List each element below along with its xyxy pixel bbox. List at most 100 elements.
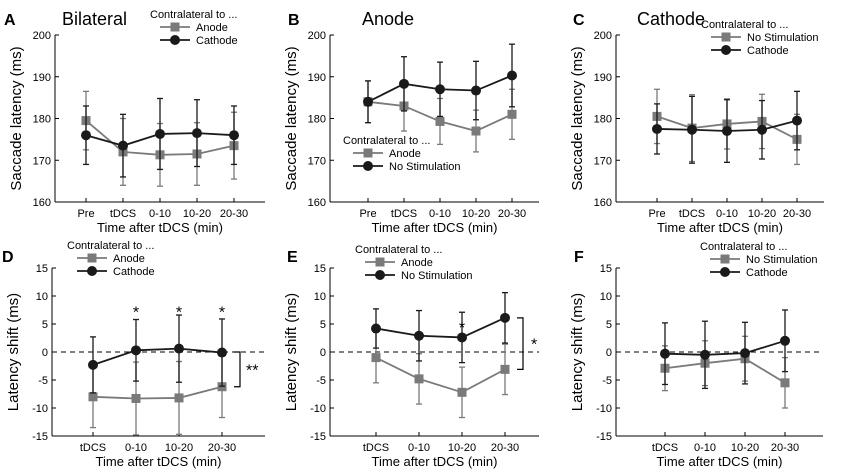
legend-label: Anode	[196, 22, 228, 34]
legend-title: Contralateral to ...	[67, 240, 154, 252]
y-tick-label: 5	[42, 319, 48, 331]
x-tick-label: 10-20	[462, 208, 490, 220]
data-point	[435, 116, 445, 126]
y-tick-label: 180	[33, 114, 51, 126]
series-anode	[371, 331, 510, 419]
data-point	[471, 85, 481, 96]
y-tick-label: -10	[32, 403, 48, 415]
data-point	[457, 387, 467, 397]
data-point	[700, 349, 710, 360]
panel-letter: E	[287, 249, 298, 266]
x-axis-label: Time after tDCS (min)	[657, 220, 783, 235]
legend-label: Anode	[113, 253, 145, 265]
legend-label: No Stimulation	[747, 32, 819, 44]
data-point	[174, 343, 184, 354]
legend-label: Anode	[389, 148, 421, 160]
y-tick-label: 190	[33, 72, 51, 84]
data-point	[81, 130, 91, 141]
panel-letter: B	[288, 12, 300, 29]
x-tick-label: 20-30	[771, 442, 799, 454]
legend-marker	[363, 161, 373, 171]
series-anode	[88, 355, 227, 436]
x-tick-label: tDCS	[391, 208, 417, 220]
legend-marker	[720, 267, 730, 277]
panel-c: C Cathode 160 170 180 190 200 Pre tDCS 0-10 10-20 2…	[569, 9, 824, 235]
y-axis-label: Latency shift (ms)	[569, 293, 586, 411]
x-tick-label: 0-10	[429, 208, 451, 220]
legend-label: Cathode	[746, 267, 788, 279]
series-no-stimulation	[363, 43, 517, 124]
x-tick-label: tDCS	[363, 442, 389, 454]
x-axis-label: Time after tDCS (min)	[372, 220, 498, 235]
data-point	[792, 115, 802, 126]
x-axis-label: Time after tDCS (min)	[96, 454, 222, 469]
y-tick-label: 180	[308, 114, 326, 126]
panel-letter: F	[574, 249, 584, 266]
legend: Contralateral to ...No StimulationCathod…	[700, 241, 818, 279]
y-tick-label: 180	[594, 114, 612, 126]
legend-label: No Stimulation	[389, 161, 461, 173]
x-tick-label: tDCS	[652, 442, 678, 454]
data-point	[371, 353, 381, 363]
x-tick-label: 20-30	[220, 208, 248, 220]
series-line	[664, 357, 786, 384]
x-tick-label: 10-20	[748, 208, 776, 220]
y-tick-label: -15	[32, 431, 48, 443]
series-line	[375, 317, 506, 339]
significance-star: **	[246, 362, 258, 379]
panel-letter: A	[4, 12, 16, 29]
data-point	[88, 392, 98, 402]
data-point	[414, 330, 424, 341]
x-tick-label: 10-20	[165, 442, 193, 454]
data-point	[457, 332, 467, 343]
y-tick-label: 0	[320, 347, 326, 359]
y-tick-label: 200	[594, 30, 612, 42]
data-point	[192, 128, 202, 139]
y-tick-label: 0	[42, 347, 48, 359]
data-point	[131, 393, 141, 403]
panel-title: Anode	[362, 9, 414, 29]
legend-marker	[170, 22, 180, 32]
y-tick-label: -15	[310, 431, 326, 443]
y-tick-label: -10	[596, 403, 612, 415]
x-tick-label: Pre	[648, 208, 665, 220]
significance-star: *	[219, 304, 225, 321]
legend-title: Contralateral to ...	[150, 9, 237, 21]
legend-title: Contralateral to ...	[700, 241, 787, 253]
data-point	[652, 123, 662, 134]
y-tick-label: 170	[594, 155, 612, 167]
legend-label: No Stimulation	[401, 270, 473, 282]
x-tick-label: Pre	[359, 208, 376, 220]
series-line	[664, 339, 786, 356]
y-axis-label: Saccade latency (ms)	[283, 46, 300, 190]
legend-marker	[375, 257, 385, 267]
y-tick-label: -10	[310, 403, 326, 415]
x-tick-label: Pre	[77, 208, 94, 220]
data-point	[229, 130, 239, 141]
series-cathode	[660, 309, 790, 390]
data-point	[131, 345, 141, 356]
y-tick-label: -5	[38, 375, 48, 387]
x-tick-label: 20-30	[783, 208, 811, 220]
data-point	[88, 359, 98, 370]
legend-marker	[170, 35, 180, 45]
data-point	[507, 109, 517, 119]
panel-title: Bilateral	[62, 9, 127, 29]
legend-title: Contralateral to ...	[355, 244, 442, 256]
x-tick-label: tDCS	[679, 208, 705, 220]
y-tick-label: 200	[308, 30, 326, 42]
x-tick-label: 10-20	[448, 442, 476, 454]
x-axis-label: Time after tDCS (min)	[657, 454, 783, 469]
y-tick-label: 170	[308, 155, 326, 167]
y-tick-label: 5	[606, 319, 612, 331]
x-tick-label: 20-30	[491, 442, 519, 454]
y-tick-label: 160	[33, 197, 51, 209]
data-point	[118, 140, 128, 151]
legend-label: Anode	[401, 257, 433, 269]
y-tick-label: 190	[594, 72, 612, 84]
